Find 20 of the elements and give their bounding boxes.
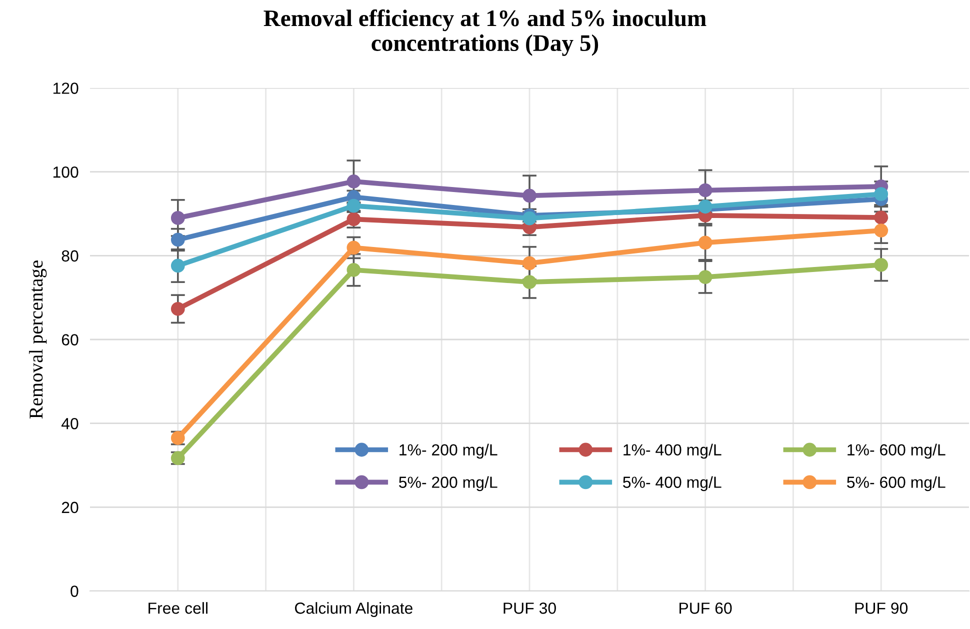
x-tick-label: PUF 60 [680,602,732,614]
legend-label: 1%- 200 mg/L [400,444,498,459]
x-tick-label: Calcium Alginate [295,602,412,617]
y-tick-label: 80 [62,250,78,262]
legend-label: 1%- 400 mg/L [624,444,722,459]
legend-label: 5%- 200 mg/L [399,476,498,492]
y-axis-title: Removal percentage [29,260,47,419]
legend-label: 5%- 600 mg/L [847,476,946,492]
y-tick-label: 60 [62,334,78,346]
y-tick-label: 40 [61,418,78,430]
y-tick-label: 0 [70,586,78,597]
legend-label: 1%- 600 mg/L [848,444,946,459]
x-tick-label: PUF 30 [504,602,556,614]
x-tick-label: Free cell [148,602,208,614]
y-tick-label: 100 [53,166,78,178]
y-tick-label: 120 [53,82,78,94]
chart-title: Removal efficiency at 1% and 5% inoculum concentrations (Day 5) [264,9,706,56]
legend-label: 5%- 400 mg/L [623,476,722,492]
y-tick-label: 20 [62,502,78,514]
x-tick-label: PUF 90 [855,602,908,614]
